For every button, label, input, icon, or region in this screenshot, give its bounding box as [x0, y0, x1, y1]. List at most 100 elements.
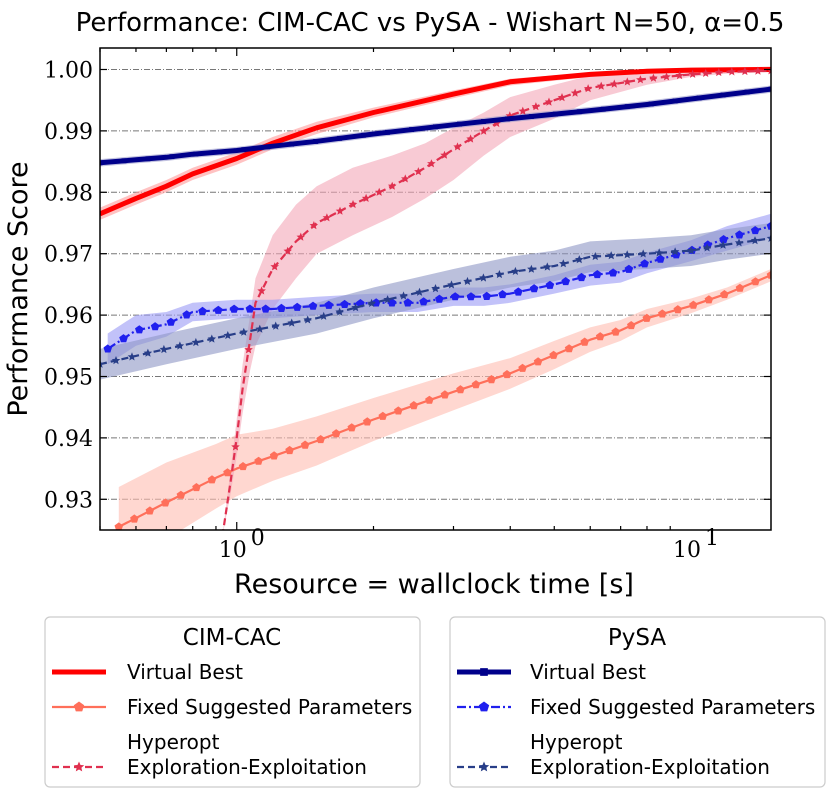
data-point-star: [492, 118, 501, 128]
data-point-pentagon: [363, 417, 372, 426]
data-point-pentagon: [549, 350, 558, 359]
data-point-pentagon: [471, 380, 481, 389]
data-point-square: [409, 127, 414, 133]
data-point-pentagon: [498, 290, 507, 299]
data-point-square: [337, 135, 343, 141]
data-point-star: [622, 250, 632, 259]
data-point-pentagon: [130, 514, 139, 523]
data-point-pentagon: [285, 445, 294, 455]
y-tick-label: 0.93: [44, 488, 93, 513]
data-point-star: [244, 345, 253, 354]
legend-cim-cac-entry-1: Fixed Suggested Parameters: [127, 695, 412, 719]
data-point-star: [303, 315, 312, 324]
confidence-band: [100, 223, 771, 380]
data-point-star: [766, 66, 771, 75]
data-point-star: [319, 311, 328, 320]
data-point-pentagon: [627, 321, 636, 330]
data-point-star: [750, 236, 760, 245]
data-point-pentagon: [673, 305, 683, 314]
data-point-pentagon: [316, 435, 325, 444]
data-point-pentagon: [419, 297, 428, 306]
data-point-pentagon: [487, 375, 496, 384]
data-point-pentagon: [735, 283, 745, 292]
data-point-pentagon: [561, 277, 570, 286]
data-point-star: [753, 66, 763, 75]
data-point-pentagon: [119, 334, 128, 343]
data-point-pentagon: [518, 363, 527, 372]
data-point-pentagon: [229, 304, 239, 313]
data-point-star: [383, 295, 392, 304]
data-point-pentagon: [720, 290, 729, 299]
data-point-square: [504, 116, 510, 122]
data-point-pentagon: [751, 277, 760, 286]
data-point-star: [127, 352, 137, 361]
data-point-pentagon: [198, 306, 207, 315]
data-point-square: [433, 124, 438, 130]
data-point-star: [543, 262, 552, 271]
data-point-pentagon: [580, 337, 589, 346]
x-axis-label: Resource = wallclock time [s]: [234, 569, 634, 600]
data-point-pentagon: [624, 264, 634, 273]
data-point-square: [265, 144, 271, 150]
data-point-star: [361, 193, 371, 202]
data-point-star: [583, 84, 593, 93]
data-point-star: [527, 264, 536, 273]
data-point-star: [431, 284, 440, 293]
data-point-star: [702, 243, 712, 252]
legend-pysa-entry-0: Virtual Best: [530, 660, 646, 684]
data-point-star: [335, 307, 344, 316]
legend-cim-cac-entry-2b: Exploration-Exploitation: [127, 755, 367, 779]
data-point-star: [159, 344, 169, 354]
data-point-pentagon: [254, 456, 263, 465]
data-point-square: [552, 111, 558, 117]
legend-pysa-entry-2: Hyperopt: [530, 730, 623, 754]
data-point-pentagon: [135, 325, 144, 334]
data-point-star: [607, 251, 616, 260]
data-point-pentagon: [595, 332, 605, 341]
data-point-square: [480, 119, 486, 124]
data-point-pentagon: [114, 522, 124, 530]
legend-cim-cac-entry-0: Virtual Best: [127, 660, 243, 684]
data-point-star: [701, 68, 710, 77]
plot-area: 0.930.940.950.960.970.980.991.00 10 0 10 1: [44, 47, 772, 563]
data-point-square: [720, 92, 726, 98]
data-point-pentagon: [478, 701, 490, 712]
data-point-star: [557, 93, 567, 102]
data-point-star: [100, 359, 105, 368]
data-point-square: [624, 104, 630, 110]
data-point-pentagon: [735, 230, 744, 239]
data-point-square: [696, 95, 702, 101]
data-point-pentagon: [371, 298, 381, 307]
data-point-square: [289, 141, 295, 147]
data-point-pentagon: [640, 259, 649, 268]
data-point-pentagon: [704, 295, 714, 304]
data-point-star: [374, 187, 384, 196]
data-point-pentagon: [440, 390, 450, 399]
data-point-pentagon: [435, 294, 444, 303]
data-point-star: [718, 240, 728, 249]
legend-cim-cac-entry-2: Hyperopt: [127, 730, 220, 754]
data-point-star: [175, 341, 185, 350]
data-point-pentagon: [608, 268, 618, 277]
data-point-pentagon: [593, 270, 602, 279]
data-point-pentagon: [261, 304, 270, 313]
legend-pysa-title: PySA: [608, 625, 667, 651]
data-point-star: [143, 348, 153, 357]
data-point-star: [544, 97, 554, 106]
series-line: [100, 67, 771, 217]
data-point-pentagon: [293, 302, 302, 311]
data-point-pentagon: [238, 462, 248, 471]
data-point-star: [670, 247, 680, 256]
data-point-pentagon: [482, 291, 491, 300]
y-tick-label: 0.96: [44, 304, 93, 329]
data-point-pentagon: [300, 440, 310, 449]
legend-pysa-entry-1: Fixed Suggested Parameters: [530, 695, 815, 719]
data-point-star: [463, 276, 472, 285]
data-point-star: [239, 327, 249, 336]
data-point-square: [241, 147, 247, 153]
x-tick-label: 10: [219, 538, 247, 563]
data-point-pentagon: [378, 411, 388, 420]
data-point-star: [322, 213, 332, 222]
data-point-star: [610, 79, 619, 88]
